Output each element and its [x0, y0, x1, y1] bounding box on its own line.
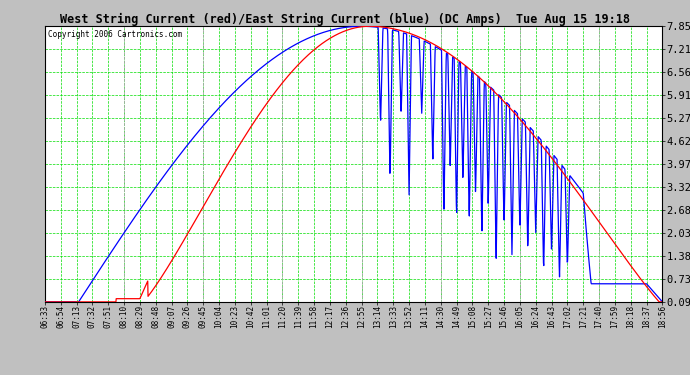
Text: West String Current (red)/East String Current (blue) (DC Amps)  Tue Aug 15 19:18: West String Current (red)/East String Cu… — [60, 13, 630, 26]
Text: Copyright 2006 Cartronics.com: Copyright 2006 Cartronics.com — [48, 30, 182, 39]
